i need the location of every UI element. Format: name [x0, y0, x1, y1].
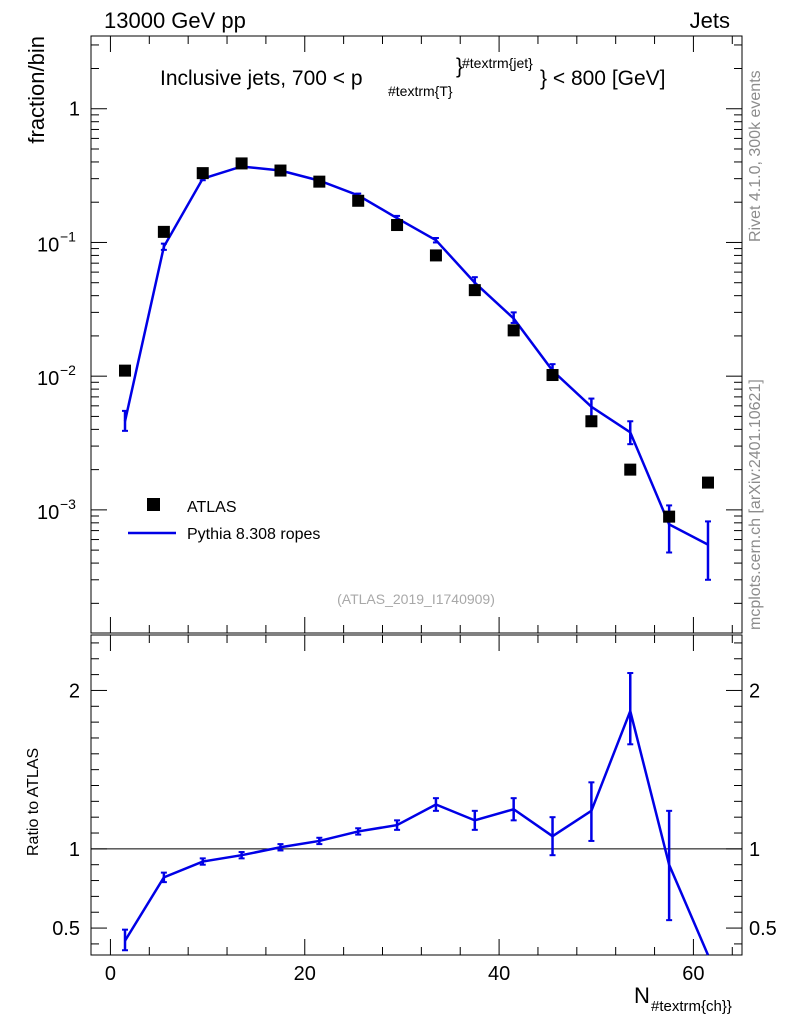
x-tick-label: 0 — [105, 963, 116, 985]
mc-line — [123, 165, 709, 546]
atlas-data-point — [701, 476, 714, 489]
legend-data-marker — [147, 498, 160, 511]
x-axis-label: N #textrm{ch}} — [634, 983, 732, 1015]
atlas-data-point — [352, 194, 365, 207]
x-tick-labels: 0 20 40 60 — [105, 963, 705, 985]
atlas-data-point — [507, 324, 520, 337]
ratio-panel: 0.5 0.5 1 1 2 2 0 20 40 60 Ratio to ATLAS N #tex… — [25, 634, 777, 1015]
atlas-data-point — [119, 364, 132, 377]
atlas-data-point — [157, 225, 170, 238]
title-superscript: #textrm{jet} — [462, 55, 533, 71]
main-y-axis-label: fraction/bin — [24, 36, 49, 144]
header-collision: 13000 GeV pp — [104, 8, 246, 33]
x-tick-label: 40 — [488, 963, 510, 985]
atlas-data-point — [624, 463, 637, 476]
atlas-data-point — [663, 510, 676, 523]
ratio-y-tick-label-right: 0.5 — [749, 918, 777, 940]
atlas-data-point — [196, 167, 209, 180]
mc-series — [122, 165, 711, 581]
ratio-y-axis-label: Ratio to ATLAS — [25, 748, 42, 856]
ratio-frame — [90, 634, 743, 956]
title-text: Inclusive jets, 700 < p — [160, 67, 363, 90]
main-y-tick-exponent: −2 — [60, 362, 76, 378]
main-y-tick-label: 1 — [69, 99, 80, 121]
x-tick-label: 60 — [682, 963, 704, 985]
ratio-axis-ticks — [91, 635, 742, 955]
x-tick-label: 20 — [294, 963, 316, 985]
x-axis-label-main: N — [634, 983, 650, 1008]
title-suffix: } < 800 [GeV] — [540, 67, 666, 90]
main-panel: 110−110−210−3 fraction/bin Inclusive jet… — [24, 35, 743, 634]
rivet-version-label: Rivet 4.1.0, 300k events — [747, 70, 764, 242]
main-y-tick-label: 10 — [37, 502, 59, 524]
main-y-tick-exponent: −1 — [60, 228, 76, 244]
mcplots-label: mcplots.cern.ch [arXiv:2401.10621] — [747, 379, 764, 630]
ratio-y-tick-label: 2 — [69, 680, 80, 702]
analysis-watermark: (ATLAS_2019_I1740909) — [337, 591, 495, 607]
main-frame — [90, 35, 743, 634]
atlas-data-point — [391, 219, 404, 232]
ratio-line — [123, 706, 710, 956]
atlas-data-series — [119, 157, 714, 523]
main-y-tick-labels: 110−110−210−3 — [37, 99, 80, 524]
title-subscript: #textrm{T} — [388, 83, 453, 99]
atlas-data-point — [429, 249, 442, 262]
atlas-data-point — [274, 164, 287, 177]
ratio-y-tick-label: 0.5 — [52, 918, 80, 940]
atlas-data-point — [313, 175, 326, 188]
legend-mc-label: Pythia 8.308 ropes — [187, 526, 320, 543]
ratio-y-tick-label: 1 — [69, 839, 80, 861]
title-brace: } — [456, 55, 463, 78]
plot-title: Inclusive jets, 700 < p #textrm{T} #text… — [160, 55, 666, 99]
main-axis-ticks — [91, 36, 742, 633]
ratio-y-tick-label-right: 2 — [749, 680, 760, 702]
header-process: Jets — [690, 8, 730, 33]
ratio-y-tick-label-right: 1 — [749, 839, 760, 861]
ratio-mc-series — [122, 672, 710, 956]
main-y-tick-exponent: −3 — [60, 496, 76, 512]
legend: ATLAS Pythia 8.308 ropes — [128, 498, 320, 543]
ratio-y-tick-labels: 0.5 0.5 1 1 2 2 — [52, 680, 777, 940]
atlas-data-point — [235, 157, 248, 170]
main-y-tick-label: 10 — [37, 234, 59, 256]
legend-data-label: ATLAS — [187, 499, 237, 516]
x-axis-label-subscript: #textrm{ch}} — [651, 998, 732, 1015]
atlas-data-point — [585, 415, 598, 428]
atlas-data-point — [546, 369, 559, 382]
main-y-tick-label: 10 — [37, 368, 59, 390]
atlas-data-point — [468, 284, 481, 297]
